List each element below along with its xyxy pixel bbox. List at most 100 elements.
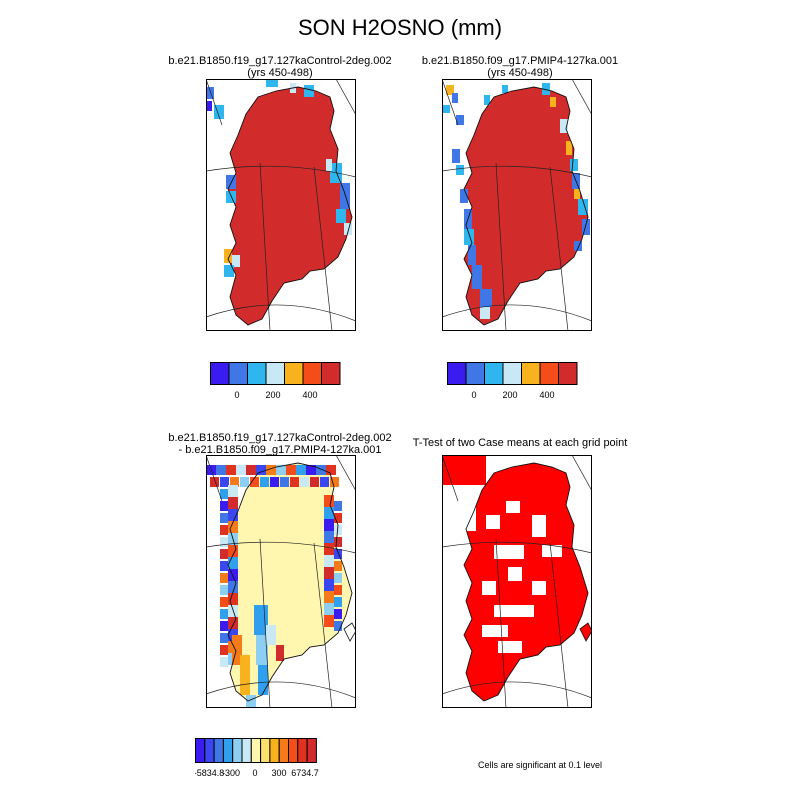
grid-cell	[228, 617, 238, 629]
grid-cell	[220, 561, 228, 571]
grid-cell	[472, 265, 482, 289]
grid-cell	[324, 567, 334, 579]
latitude-line	[206, 541, 356, 554]
grid-cell	[220, 597, 228, 607]
longitude-line	[571, 455, 592, 492]
grid-cell	[226, 465, 236, 475]
panel-title-difference: b.e21.B1850.f19_g17.127kaControl-2deg.00…	[130, 432, 430, 456]
grid-cell	[216, 465, 226, 475]
grid-cell	[232, 635, 242, 665]
grid-cell	[480, 289, 492, 307]
panel-frame	[206, 79, 356, 331]
grid-cell	[316, 465, 326, 475]
grid-cell	[220, 477, 229, 487]
grid-cell	[334, 609, 342, 619]
grid-cell	[306, 465, 316, 475]
colorbar-difference-tick-label: 0	[252, 768, 257, 778]
longitude-line	[335, 79, 356, 116]
colorbar-control-swatch	[284, 362, 304, 385]
longitude-line	[313, 542, 333, 708]
longitude-line	[313, 166, 333, 331]
snow-region	[464, 87, 588, 325]
grid-cell	[220, 645, 228, 655]
grid-cell	[464, 229, 474, 245]
colorbar-pmip4-swatch	[484, 362, 504, 385]
snow-field	[206, 79, 352, 325]
grid-cell	[228, 569, 238, 581]
colorbar-pmip4-swatch	[447, 362, 467, 385]
latitude-line	[442, 165, 592, 178]
grid-cell	[220, 537, 228, 547]
colorbar-pmip4-tick-label: 200	[502, 390, 517, 400]
not-significant-cell	[494, 545, 524, 559]
grid-cell	[502, 85, 508, 93]
grid-cell	[256, 465, 266, 475]
grid-cell	[224, 249, 232, 263]
grid-cell	[334, 585, 342, 595]
colorbar-pmip4-swatch	[521, 362, 541, 385]
significant-region	[442, 455, 486, 485]
grid-cell	[246, 695, 256, 707]
grid-cell	[456, 165, 464, 175]
grid-cell	[344, 223, 352, 235]
grid-cell	[324, 519, 334, 531]
longitude-line	[259, 162, 271, 331]
grid-cell	[236, 465, 246, 475]
grid-cell	[566, 141, 572, 155]
colorbar-difference-tick-label: -300	[222, 768, 240, 778]
grid-cell	[280, 477, 289, 487]
grid-cell	[574, 189, 580, 199]
panel-title-difference-line2: - b.e21.B1850.f09_g17.PMIP4-127ka.001	[178, 444, 382, 456]
colorbar-difference-swatch	[232, 738, 243, 763]
colorbar-difference-swatch	[250, 738, 262, 763]
grid-cell	[266, 625, 276, 645]
grid-cell	[326, 159, 332, 171]
grid-cell	[220, 489, 228, 499]
longitude-line	[442, 455, 459, 502]
panel-frame	[442, 455, 592, 708]
grid-cell	[290, 477, 299, 487]
island-region	[579, 622, 592, 642]
grid-cell	[240, 655, 250, 695]
longitude-line	[206, 455, 223, 502]
grid-cell	[228, 581, 238, 593]
panel-frame	[206, 455, 356, 708]
grid-cell	[468, 245, 476, 265]
grid-cell	[324, 495, 334, 507]
grid-cell	[220, 513, 228, 523]
grid-cell	[220, 609, 228, 619]
graticule	[442, 79, 592, 331]
grid-cell	[324, 591, 334, 603]
map-panel-difference	[206, 455, 356, 708]
colorbar-control-swatch	[265, 362, 285, 385]
grid-cell	[258, 665, 268, 695]
grid-cell	[310, 477, 319, 487]
colorbar-difference-swatch	[222, 738, 234, 763]
graticule	[206, 79, 356, 331]
grid-cell	[220, 621, 228, 631]
grid-cell	[220, 549, 228, 559]
colorbar-difference-swatch	[297, 738, 308, 763]
grid-cell	[334, 525, 342, 535]
colorbar-difference-swatch	[288, 738, 299, 763]
grid-cell	[326, 465, 336, 475]
grid-cell	[582, 219, 590, 235]
latitude-line	[442, 541, 592, 554]
panel-frame	[442, 79, 592, 331]
colorbar-control-swatch	[321, 362, 341, 385]
grid-cell	[334, 501, 342, 511]
grid-cell	[228, 485, 238, 497]
grid-cell	[286, 465, 296, 475]
difference-field	[206, 463, 352, 707]
colorbar-difference-swatch	[195, 738, 206, 763]
longitude-line	[335, 455, 356, 492]
grid-cell	[300, 477, 309, 487]
panel-title-control: b.e21.B1850.f19_g17.127kaControl-2deg.00…	[130, 55, 430, 79]
colorbar-difference-swatch	[241, 738, 252, 763]
grid-cell	[480, 307, 490, 319]
graticule	[442, 455, 592, 708]
colorbar-control-swatch	[228, 362, 248, 385]
grid-cell	[232, 255, 240, 267]
grid-cell	[228, 521, 238, 533]
significance-note: Cells are significant at 0.1 level	[477, 760, 603, 770]
